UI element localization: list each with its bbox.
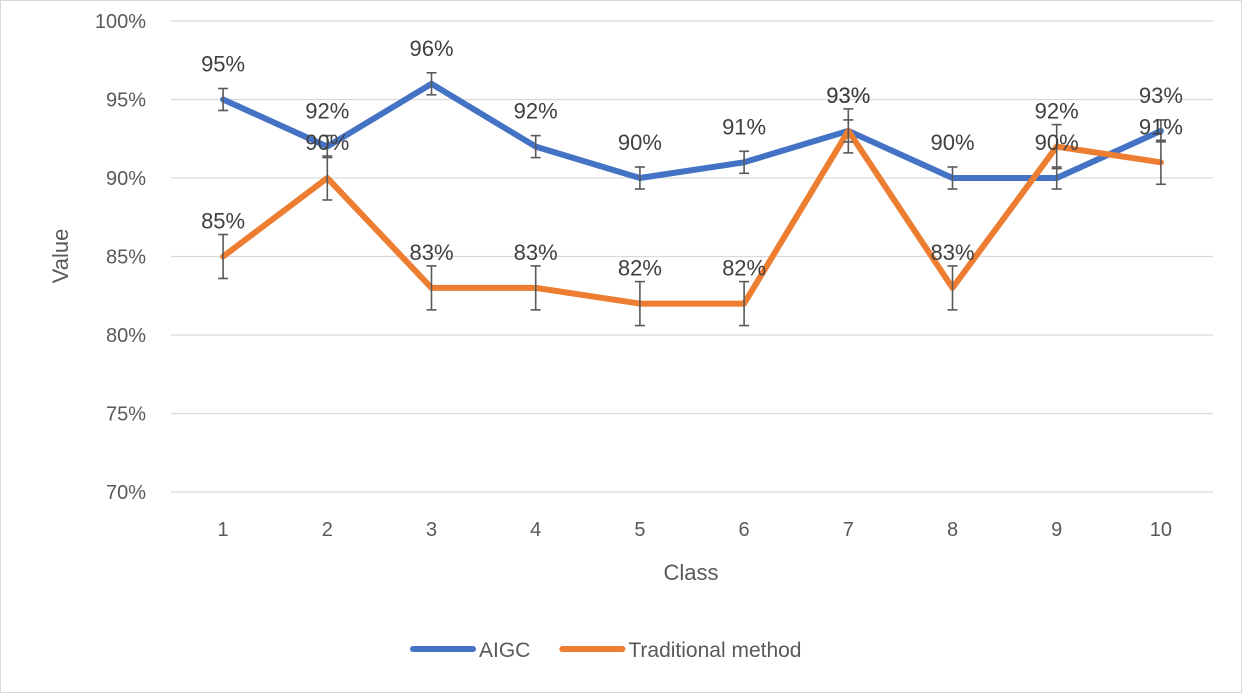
y-tick-label: 90% [106,168,146,190]
legend: AIGC Traditional method [410,639,802,662]
legend-label: Traditional method [628,639,801,662]
x-tick-label: 1 [218,519,229,541]
data-label: 90% [1035,130,1079,155]
error-bar [426,265,437,311]
y-tick-label: 100% [95,11,146,33]
legend-item-1: AIGC [410,639,530,662]
y-tick-label: 80% [106,325,146,347]
x-tick-label: 8 [947,519,958,541]
error-bar [634,166,645,190]
data-label: 83% [409,240,453,265]
x-tick-label: 3 [426,519,437,541]
data-label: 83% [930,240,974,265]
data-label: 90% [305,130,349,155]
data-label: 91% [722,114,766,139]
error-bar [426,72,437,96]
y-tick-label: 70% [106,482,146,504]
data-label: 92% [305,99,349,124]
data-label: 85% [201,209,245,234]
x-tick-label: 7 [843,519,854,541]
legend-item-2: Traditional method [559,639,802,662]
data-label: 96% [409,36,453,61]
error-bar [739,150,750,175]
x-tick-label: 10 [1150,519,1172,541]
x-tick-label: 6 [739,519,750,541]
error-bar [530,134,541,159]
y-axis-tick-labels: 70% 75% 80% 85% 90% 95% 100% [95,11,146,504]
y-axis-title: Value [48,229,73,284]
data-labels: 95% 92% 96% 92% 90% 91% 93% 90% 90% 93% 85% 90% 83% 8… [201,36,1183,281]
error-bar [218,87,229,112]
error-bar [634,280,645,327]
legend-label: AIGC [479,639,530,662]
data-label: 91% [1139,114,1183,139]
data-label: 92% [1035,99,1079,124]
x-tick-label: 2 [322,519,333,541]
x-axis-tick-labels: 1 2 3 4 5 6 7 8 9 10 [218,519,1172,541]
error-bar [947,265,958,311]
error-bar [739,280,750,327]
error-bar [947,166,958,190]
y-tick-label: 85% [106,247,146,269]
error-bar [530,265,541,311]
error-bar [322,155,333,201]
data-label: 93% [826,83,870,108]
x-axis-title: Class [663,560,718,585]
gridlines [171,20,1213,493]
data-label: 90% [618,130,662,155]
data-label: 82% [618,256,662,281]
y-tick-label: 75% [106,404,146,426]
error-bar [218,233,229,280]
error-bar [843,108,854,154]
data-label: 93% [826,83,870,108]
x-tick-label: 5 [634,519,645,541]
data-label: 95% [201,52,245,77]
data-label: 83% [514,240,558,265]
data-label: 82% [722,256,766,281]
error-bars [218,72,1166,327]
x-tick-label: 4 [530,519,541,541]
y-tick-label: 95% [106,90,146,112]
error-bar [1051,123,1062,170]
data-label: 92% [514,99,558,124]
data-label: 93% [1139,83,1183,108]
series-lines [220,80,1164,307]
data-label: 90% [930,130,974,155]
series-line-2 [220,127,1164,307]
error-bar [1155,139,1166,186]
x-tick-label: 9 [1051,519,1062,541]
series-line-1 [220,80,1164,181]
